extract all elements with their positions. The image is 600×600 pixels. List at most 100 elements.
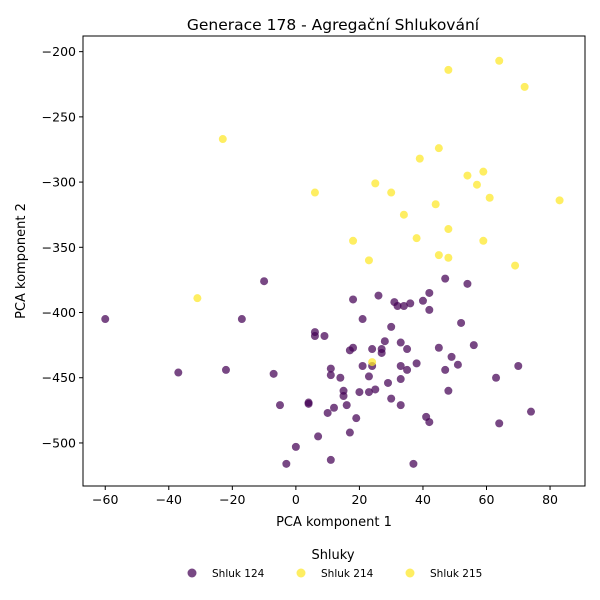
data-point-series-1	[514, 362, 523, 370]
legend-marker	[296, 568, 306, 578]
legend-marker	[187, 568, 197, 578]
data-point-series-1	[320, 332, 329, 340]
data-point-series-1	[457, 318, 466, 327]
data-point-series-3	[463, 171, 472, 180]
y-tick-label: −400	[42, 305, 76, 320]
data-point-series-1	[304, 399, 313, 408]
data-point-series-1	[291, 442, 300, 451]
data-point-series-1	[409, 459, 418, 468]
data-point-series-1	[403, 345, 412, 354]
data-point-series-2	[368, 358, 377, 367]
data-point-series-1	[336, 373, 345, 382]
y-tick-label: −250	[42, 109, 76, 124]
data-point-series-1	[364, 388, 373, 397]
data-point-series-1	[101, 315, 110, 324]
data-point-series-3	[495, 56, 504, 65]
data-point-series-1	[387, 394, 396, 403]
data-point-series-3	[364, 256, 373, 265]
data-point-series-1	[326, 364, 335, 373]
data-point-series-1	[403, 365, 412, 374]
data-point-series-1	[374, 291, 383, 300]
legend-marker	[405, 568, 415, 578]
data-point-series-1	[526, 407, 535, 416]
legend-label: Shluk 215	[430, 568, 482, 580]
data-point-series-3	[431, 200, 440, 209]
data-point-series-3	[485, 193, 494, 202]
y-tick-label: −450	[42, 370, 76, 385]
data-point-series-1	[469, 341, 478, 350]
data-point-series-3	[349, 236, 358, 245]
data-point-series-1	[282, 459, 291, 468]
data-point-series-1	[326, 371, 335, 380]
y-tick-label: −500	[42, 435, 76, 450]
data-point-series-3	[415, 154, 424, 163]
data-point-series-1	[425, 305, 434, 314]
data-point-series-1	[418, 296, 427, 305]
data-point-series-1	[237, 315, 246, 324]
data-point-series-1	[342, 401, 351, 410]
data-point-series-1	[368, 345, 377, 354]
data-point-series-3	[472, 180, 481, 189]
data-point-series-1	[425, 288, 434, 297]
data-point-series-1	[339, 386, 348, 395]
data-point-series-1	[495, 419, 504, 428]
data-point-series-1	[310, 332, 319, 340]
y-tick-label: −300	[42, 175, 76, 190]
data-point-series-1	[463, 279, 472, 288]
x-axis-label: PCA komponent 1	[276, 515, 392, 530]
data-point-series-1	[260, 277, 269, 286]
x-tick-label: −20	[219, 492, 245, 507]
data-point-series-1	[447, 352, 456, 361]
legend-title: Shluky	[311, 548, 354, 563]
x-tick-label: 40	[415, 492, 431, 507]
data-point-series-3	[310, 188, 319, 197]
x-tick-label: 0	[292, 492, 300, 507]
x-tick-label: 80	[542, 492, 558, 507]
data-point-series-1	[441, 274, 450, 283]
data-point-series-1	[174, 368, 183, 377]
y-axis-label: PCA komponent 2	[14, 203, 29, 319]
data-point-series-3	[444, 225, 453, 234]
data-point-series-1	[399, 302, 408, 310]
data-point-series-1	[453, 360, 462, 369]
data-point-series-1	[377, 348, 386, 357]
data-point-series-1	[349, 295, 358, 304]
data-point-series-1	[396, 362, 405, 370]
data-point-series-1	[371, 385, 380, 394]
x-axis: −60 −40 −20 0 20 40 60 80	[92, 486, 558, 507]
data-point-series-1	[393, 302, 402, 310]
data-point-series-1	[396, 338, 405, 347]
data-point-series-1	[314, 432, 323, 441]
data-point-series-3	[193, 294, 202, 303]
data-point-series-1	[345, 428, 354, 437]
data-point-series-1	[352, 414, 361, 423]
plot-points	[101, 56, 564, 468]
data-point-series-1	[396, 401, 405, 410]
data-point-series-1	[330, 403, 338, 412]
y-tick-label: −350	[42, 240, 76, 255]
data-point-series-3	[444, 253, 453, 262]
data-point-series-1	[396, 375, 405, 384]
legend: Shluky Shluk 124 Shluk 214 Shluk 215	[187, 548, 482, 580]
data-point-series-3	[444, 65, 453, 74]
data-point-series-3	[520, 82, 529, 91]
data-point-series-3	[511, 261, 520, 270]
data-point-series-1	[406, 299, 415, 308]
data-point-series-1	[355, 388, 364, 397]
data-point-series-3	[555, 196, 564, 205]
data-point-series-1	[221, 365, 230, 374]
chart-title: Generace 178 - Agregační Shlukování	[187, 16, 480, 34]
data-point-series-1	[326, 455, 335, 464]
data-point-series-1	[384, 378, 393, 387]
data-point-series-1	[387, 322, 396, 331]
data-point-series-3	[434, 144, 443, 153]
y-axis: −200 −250 −300 −350 −400 −450 −500	[42, 44, 83, 450]
data-point-series-1	[441, 365, 450, 374]
data-point-series-1	[323, 408, 332, 417]
x-tick-label: −60	[92, 492, 118, 507]
data-point-series-1	[275, 401, 284, 410]
data-point-series-3	[479, 236, 488, 245]
data-point-series-3	[479, 167, 488, 176]
data-point-series-3	[399, 210, 408, 219]
